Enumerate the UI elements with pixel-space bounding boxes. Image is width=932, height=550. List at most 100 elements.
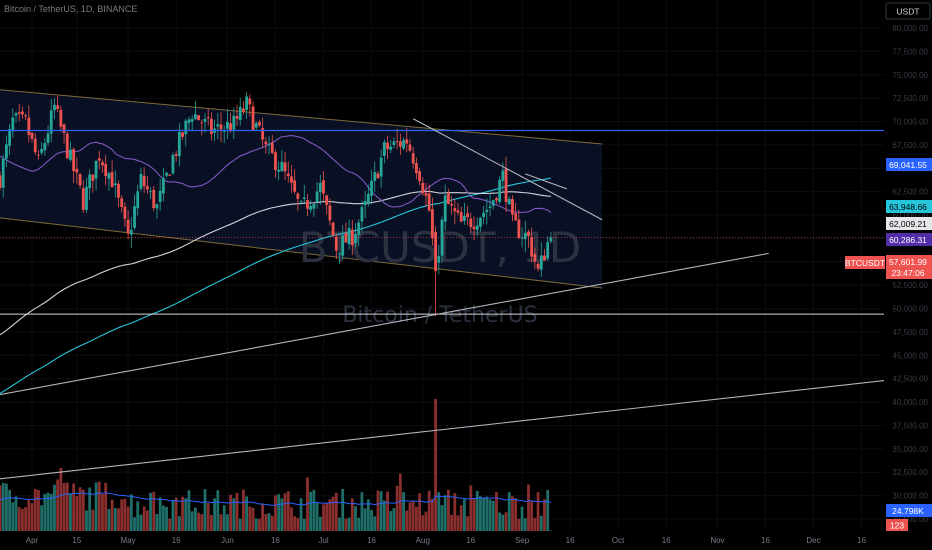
candle-body [530,236,534,257]
price-tick-label: 40,000.00 [892,398,928,407]
volume-bar [197,512,200,531]
time-tick-label: 16 [172,536,181,545]
volume-bar [5,483,8,531]
volume-bar [488,499,492,531]
candle-body [158,190,162,202]
moving-average-layer [0,135,552,394]
currency-label[interactable]: USDT [896,7,919,17]
volume-bar [267,513,271,531]
symbol-legend[interactable]: Bitcoin / TetherUS, 1D, BINANCE [4,4,138,14]
ma-teal-line[interactable] [0,177,552,394]
volume-bar [366,499,370,531]
volume-bar [293,516,297,531]
candle-body [501,170,505,181]
volume-bar [350,498,354,531]
candle-body [203,118,207,122]
candle-body [43,143,47,151]
volume-bar [190,511,194,531]
time-tick-label: Jun [221,536,234,545]
volume-bar [88,487,92,531]
candle-body [507,198,511,205]
ma-white-line[interactable] [0,190,551,336]
time-tick-label: 16 [271,536,280,545]
time-tick-label: 16 [466,536,475,545]
volume-ma-line [0,492,552,506]
candle-body [155,204,159,209]
volume-bar [507,492,511,531]
candle-body [350,229,354,246]
candle-body [165,172,168,176]
volume-bar [251,507,255,531]
candle-body [81,188,85,210]
candle-body [357,222,361,235]
volume-bar [101,494,104,531]
candle-body [72,149,76,172]
candle-body [341,235,345,256]
volume-bar [235,492,239,531]
candle-body [443,195,447,222]
candle-body [245,96,249,110]
price-tick-label: 62,500.00 [892,188,928,197]
volume-bar [447,489,450,531]
volume-bar [459,505,463,531]
volume-bar [290,507,293,531]
volume-bar [142,506,146,531]
candle-body [40,149,44,153]
candle-body [171,154,175,174]
volume-bar [37,489,40,531]
volume-bar [485,496,489,531]
candle-body [33,138,37,153]
candle-body [161,177,165,194]
volume-bar [85,510,88,531]
time-axis[interactable]: Apr 15 May 16 Jun 16 Jul 16 Aug 16 Sep 16 Oct 16 Nov 16… [0,532,884,550]
tag-ma-white: 62,009.21 [886,217,932,230]
volume-bar [434,399,437,531]
volume-bar [334,492,338,531]
volume-bar [277,494,281,531]
channel-lower-line[interactable] [0,217,603,289]
candle-body [466,213,470,218]
volume-bar [120,499,124,531]
volume-bar [216,490,220,531]
candle-body [1,158,5,188]
volume-bar [158,497,162,531]
time-tick-label: Oct [612,536,625,545]
candle-body [395,141,399,142]
candle-body [133,206,136,228]
candle-body [46,133,50,143]
volume-bar [261,503,265,531]
volume-bar [11,502,15,531]
candle-body [123,206,127,219]
candle-body [421,182,425,194]
candle-body [414,162,418,174]
candle-body [546,242,550,259]
volume-bar [331,496,335,531]
candle-body [376,173,380,179]
ma-purple-line[interactable] [0,135,552,213]
tag-volume-last: 123 [886,519,908,531]
candle-body [53,104,56,111]
volume-bar [62,483,66,531]
candle-body [56,105,60,109]
volume-bar [110,499,114,531]
volume-bar [354,506,357,531]
candle-body [533,253,537,262]
volume-bar [145,510,149,531]
time-tick-label: Nov [710,536,724,545]
candle-body [21,111,24,115]
candle-body [261,128,265,140]
volume-bar [222,505,226,531]
volume-bar [453,493,457,531]
candle-body [200,122,204,124]
volume-bar [168,518,172,531]
volume-bar [129,494,133,531]
candle-body [411,153,415,164]
time-ticks: Apr 15 May 16 Jun 16 Jul 16 Aug 16 Sep 16 Oct 16 Nov 16… [26,536,867,545]
channel-upper-line[interactable] [0,89,603,145]
candle-body [482,212,486,218]
volume-bar [523,518,527,531]
candle-body [286,173,290,177]
candle-body [251,106,255,130]
